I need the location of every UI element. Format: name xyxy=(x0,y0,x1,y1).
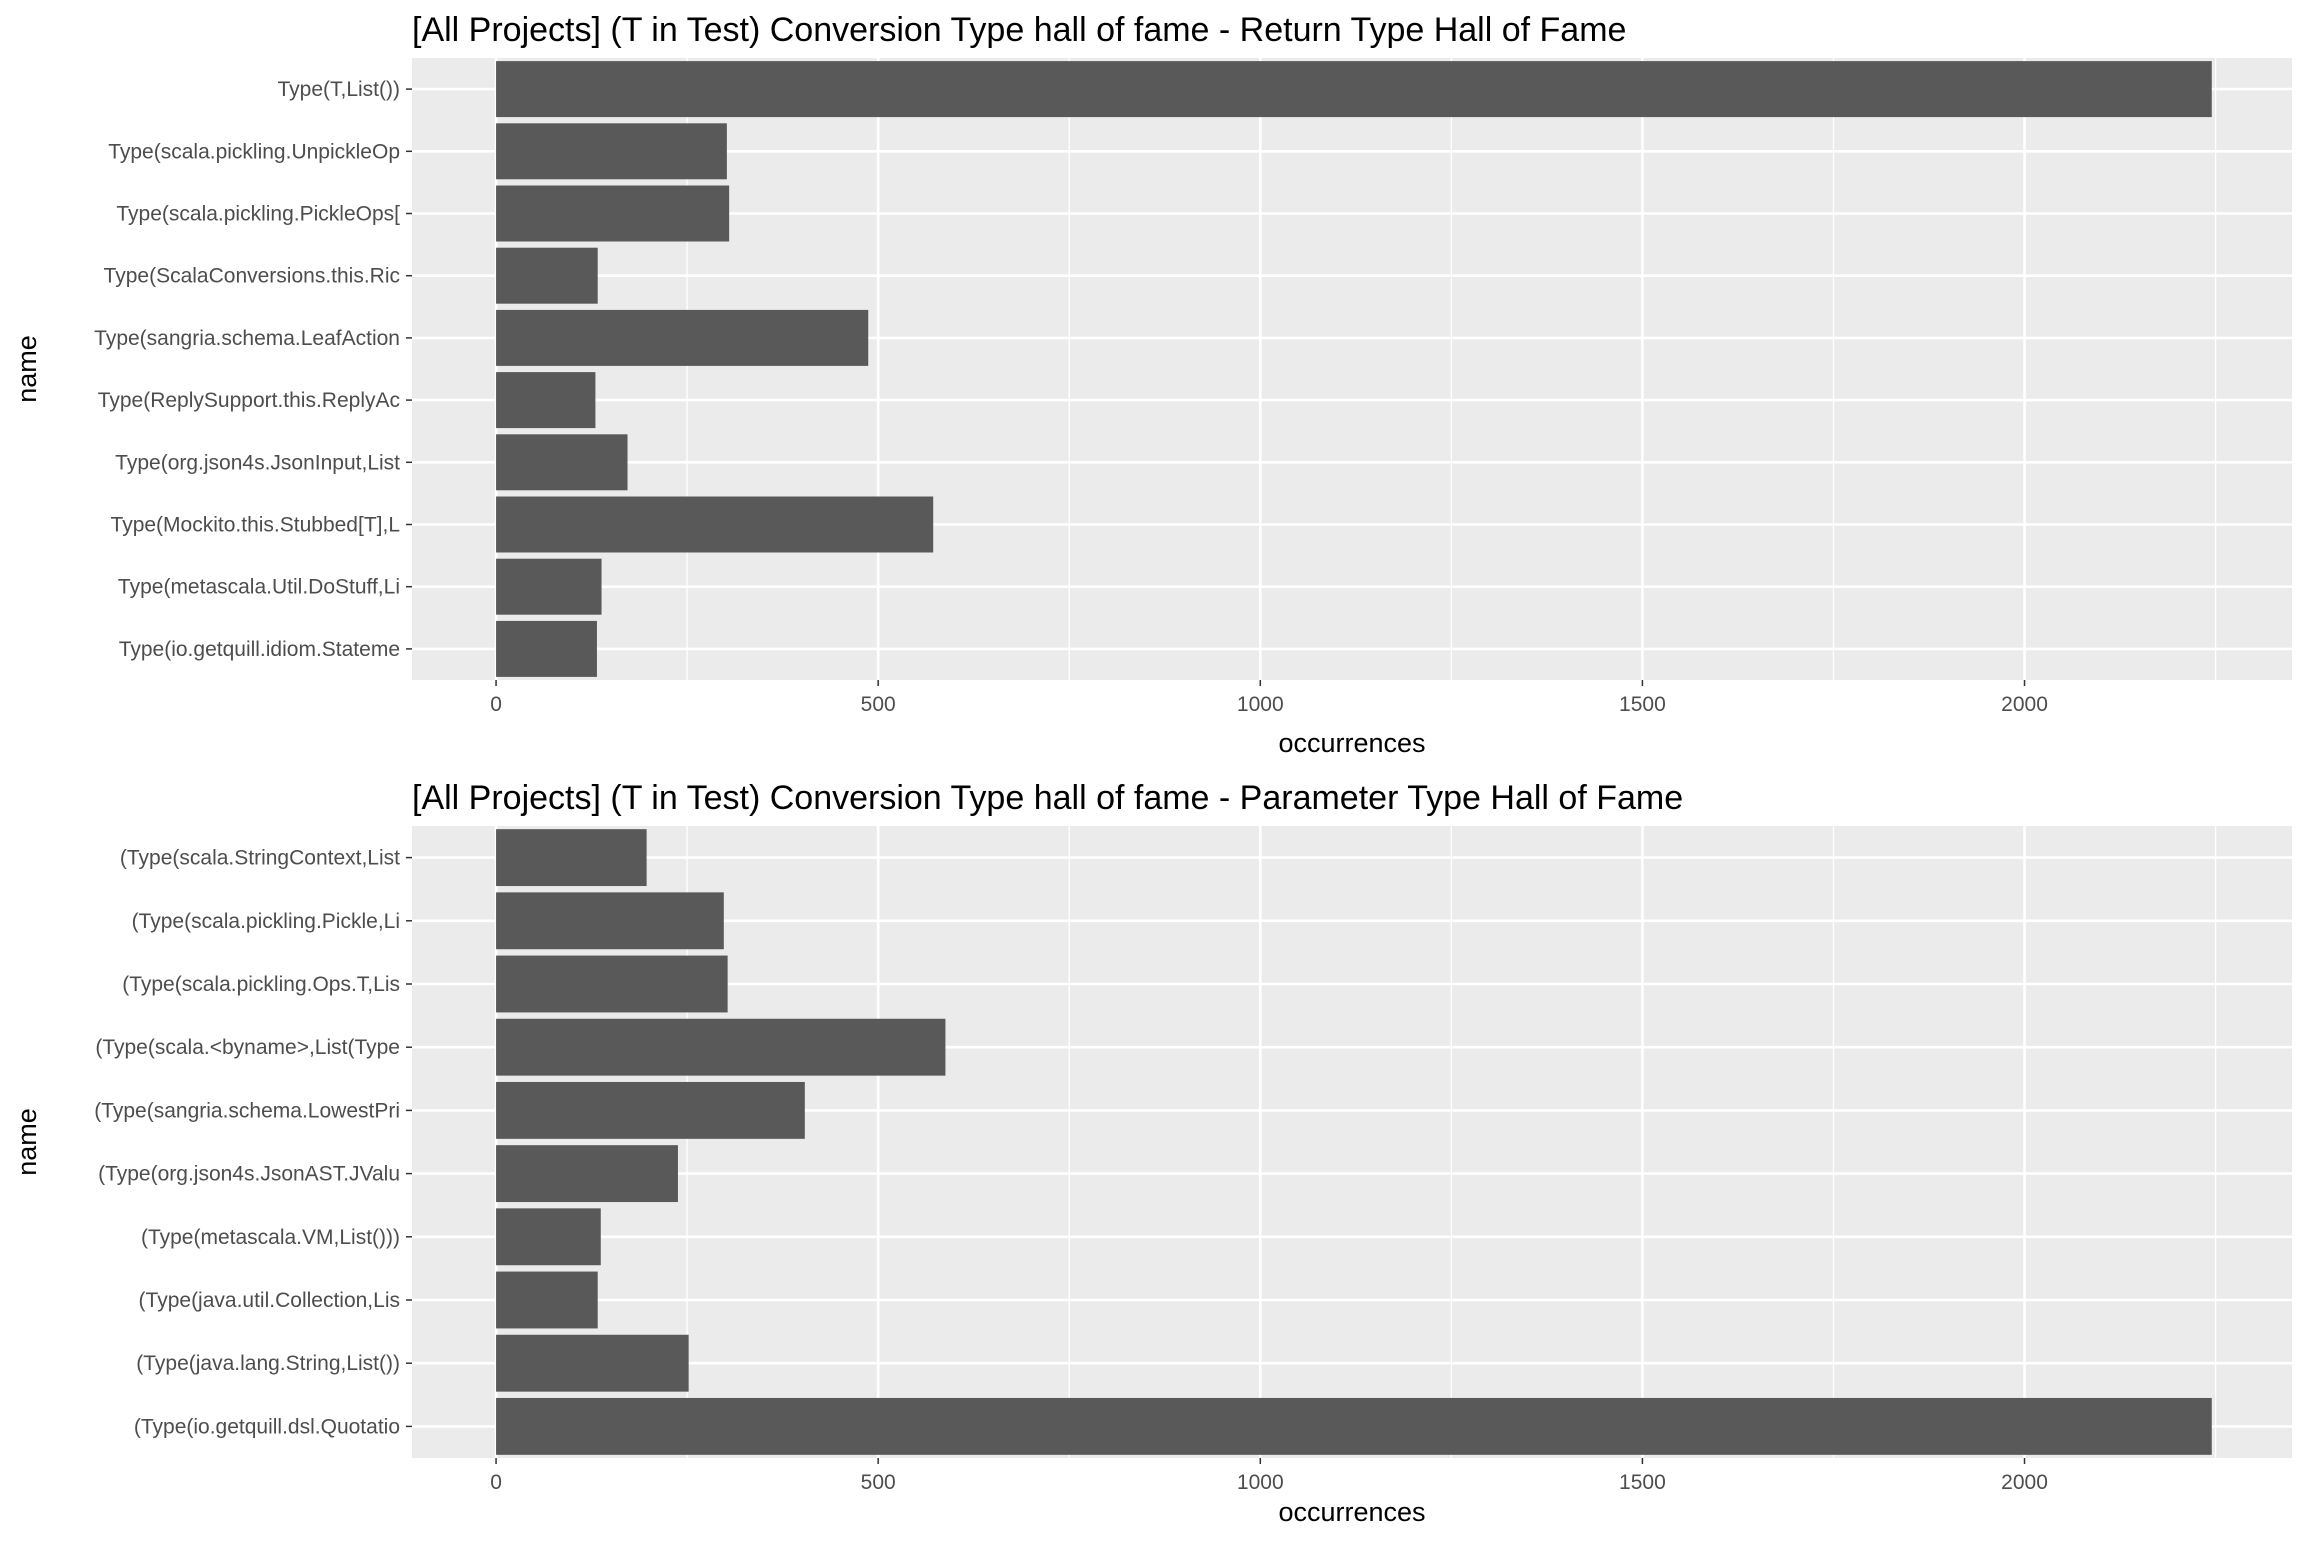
y-tick-label: (Type(sangria.schema.LowestPri xyxy=(94,1099,400,1122)
y-tick-label: (Type(scala.pickling.Pickle,Li xyxy=(132,910,400,933)
y-tick-label: (Type(java.lang.String,List()) xyxy=(136,1352,400,1375)
x-axis-label: occurrences xyxy=(1278,728,1425,758)
bar-9 xyxy=(496,558,602,615)
y-tick-label: Type(scala.pickling.PickleOps[ xyxy=(116,203,400,226)
x-axis-label: occurrences xyxy=(1278,1497,1425,1527)
x-tick-label: 500 xyxy=(861,1471,896,1494)
bar-7 xyxy=(496,434,628,491)
bar-10 xyxy=(496,1397,2212,1455)
plot-panel-background xyxy=(412,826,2292,1458)
bar-8 xyxy=(496,496,934,553)
y-tick-label: Type(scala.pickling.UnpickleOp xyxy=(108,140,400,163)
y-tick-label: Type(sangria.schema.LeafAction xyxy=(94,327,400,350)
bar-3 xyxy=(496,955,728,1013)
bar-5 xyxy=(496,309,869,366)
x-tick-label: 1000 xyxy=(1237,693,1284,716)
bar-9 xyxy=(496,1334,689,1392)
chart-panel-2: (Type(scala.StringContext,List (Type(scal… xyxy=(12,779,2292,1527)
bar-3 xyxy=(496,185,730,242)
bar-2 xyxy=(496,892,724,950)
bar-8 xyxy=(496,1271,598,1329)
bar-6 xyxy=(496,372,596,429)
bar-6 xyxy=(496,1145,678,1203)
x-tick-label: 2000 xyxy=(2001,1471,2048,1494)
chart-title: [All Projects] (T in Test) Conversion Ty… xyxy=(412,11,1626,49)
bar-2 xyxy=(496,123,727,180)
y-tick-label: (Type(io.getquill.dsl.Quotatio xyxy=(134,1415,400,1438)
bar-5 xyxy=(496,1081,805,1139)
y-tick-label: (Type(metascala.VM,List())) xyxy=(141,1226,400,1249)
y-tick-label: Type(T,List()) xyxy=(277,78,400,101)
x-tick-label: 1000 xyxy=(1237,1471,1284,1494)
y-tick-label: (Type(scala.pickling.Ops.T,Lis xyxy=(122,973,400,996)
y-tick-label: Type(ScalaConversions.this.Ric xyxy=(104,265,400,288)
x-tick-label: 0 xyxy=(490,1471,502,1494)
chart-title: [All Projects] (T in Test) Conversion Ty… xyxy=(412,779,1683,817)
y-tick-label: Type(ReplySupport.this.ReplyAc xyxy=(98,389,400,412)
bar-10 xyxy=(496,620,597,677)
y-tick-label: Type(org.json4s.JsonInput,List xyxy=(115,451,400,474)
x-tick-label: 1500 xyxy=(1619,1471,1666,1494)
y-tick-label: (Type(scala.StringContext,List xyxy=(120,847,400,870)
y-tick-label: (Type(org.json4s.JsonAST.JValu xyxy=(98,1163,400,1186)
bar-4 xyxy=(496,247,598,304)
y-axis-label: name xyxy=(12,1108,42,1176)
bar-7 xyxy=(496,1208,601,1266)
bar-1 xyxy=(496,61,2212,118)
x-tick-label: 2000 xyxy=(2001,693,2048,716)
chart-panel-1: Type(T,List()) Type(scala.pickling.Unpick… xyxy=(12,11,2292,758)
y-tick-label: Type(metascala.Util.DoStuff,Li xyxy=(118,576,400,599)
bar-1 xyxy=(496,829,647,887)
y-tick-label: Type(io.getquill.idiom.Stateme xyxy=(119,638,400,661)
x-tick-label: 1500 xyxy=(1619,693,1666,716)
y-tick-label: Type(Mockito.this.Stubbed[T],L xyxy=(111,514,400,537)
bar-4 xyxy=(496,1018,946,1076)
x-tick-label: 0 xyxy=(490,693,502,716)
y-tick-label: (Type(scala.<byname>,List(Type xyxy=(95,1036,400,1059)
y-axis-label: name xyxy=(12,335,42,403)
x-tick-label: 500 xyxy=(861,693,896,716)
y-tick-label: (Type(java.util.Collection,Lis xyxy=(139,1289,400,1312)
